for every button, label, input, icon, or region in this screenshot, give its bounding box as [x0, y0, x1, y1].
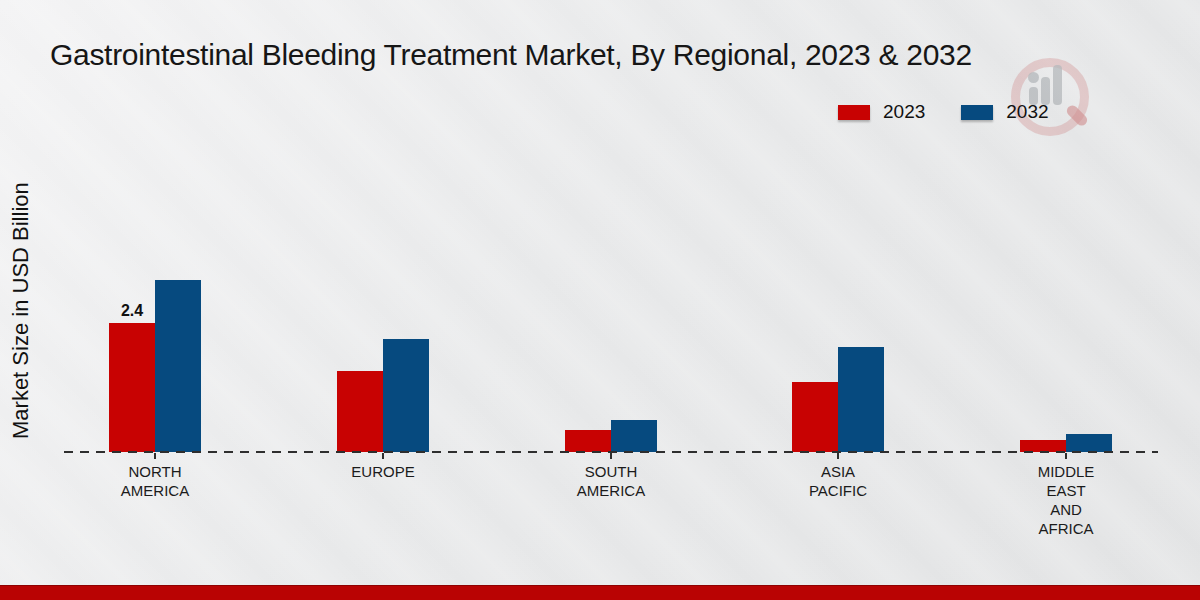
- legend-item-2023: 2023: [838, 101, 925, 123]
- category-label-south-america: SOUTH AMERICA: [536, 462, 686, 500]
- chart-title: Gastrointestinal Bleeding Treatment Mark…: [50, 38, 972, 72]
- legend-label-2032: 2032: [1006, 101, 1048, 123]
- bar-2023-north-america: [109, 323, 155, 452]
- axis-tick: [382, 453, 384, 459]
- bar-2023-asia-pacific: [792, 382, 838, 452]
- axis-tick: [837, 453, 839, 459]
- legend-label-2023: 2023: [883, 101, 925, 123]
- footer-accent-bar: [0, 585, 1200, 600]
- bar-value-label: 2.4: [109, 302, 155, 320]
- bar-2023-europe: [337, 371, 383, 452]
- legend: 2023 2032: [838, 101, 1049, 123]
- bar-2032-asia-pacific: [838, 347, 884, 452]
- bar-2032-north-america: [155, 280, 201, 452]
- bar-2023-south-america: [565, 430, 611, 452]
- bar-2032-europe: [383, 339, 429, 452]
- legend-swatch-2023-icon: [838, 105, 870, 120]
- plot-area: 2.4 NORTH AMERICA EUROPE SOUTH AMERICA ASIA …: [0, 0, 1200, 600]
- axis-tick: [1065, 453, 1067, 459]
- legend-swatch-2032-icon: [961, 105, 993, 120]
- axis-tick: [154, 453, 156, 459]
- category-label-asia-pacific: ASIA PACIFIC: [763, 462, 913, 500]
- category-label-middle-east-and-africa: MIDDLE EAST AND AFRICA: [991, 462, 1141, 538]
- bar-2032-south-america: [611, 420, 657, 452]
- axis-tick: [610, 453, 612, 459]
- category-label-north-america: NORTH AMERICA: [80, 462, 230, 500]
- legend-item-2032: 2032: [961, 101, 1048, 123]
- y-axis-label: Market Size in USD Billion: [8, 118, 34, 503]
- category-label-europe: EUROPE: [308, 462, 458, 481]
- bar-2032-middle-east-and-africa: [1066, 434, 1112, 452]
